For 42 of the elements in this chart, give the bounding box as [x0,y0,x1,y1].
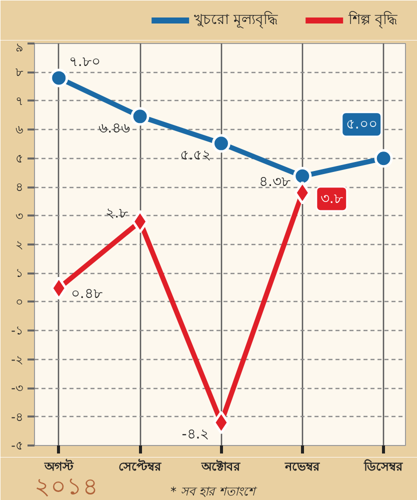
x-tick-label: নভেম্বর [284,460,320,474]
x-tick-label: অগস্ট [43,458,74,474]
y-tick-label: -৩ [11,381,24,396]
data-label: ০.৪৮ [70,286,102,302]
data-label: ৪.৩৮ [258,174,290,190]
point [293,166,312,186]
data-label: ৩.৮ [320,190,343,207]
y-tick-label: ১ [16,266,24,280]
data-label: ৫.০০ [346,116,378,132]
y-tick-label: -৫ [11,438,24,452]
legend-label: খুচরো মূল্যবৃদ্ধি [194,10,278,30]
x-tick-label: ডিসেম্বর [363,458,404,474]
point [50,276,68,300]
point [212,410,230,434]
point [212,134,230,153]
x-tick-label: অক্টোবর [200,458,241,474]
point [50,68,68,88]
data-label: -৪.২ [182,426,210,443]
y-tick-label: ৫ [16,151,24,166]
data-label: ২.৮ [106,206,128,222]
data-label: ৬.৪৬ [98,120,130,136]
y-tick-label: -১ [11,324,24,338]
y-tick-label: ৭ [16,94,24,108]
point [132,210,148,234]
y-tick-label: ০ [16,294,24,309]
point [294,181,311,205]
text: ২০১৪ [34,472,98,500]
y-tick-label: ৩ [16,208,24,223]
legend-label: শিল্প বৃদ্ধি [348,10,397,30]
data-label: ৭.৮০ [68,54,100,70]
data-label: ৫.৫২ [180,147,212,164]
y-tick-label: -৪ [11,410,24,424]
y-tick-label: ৯ [16,40,24,54]
y-tick-label: ৮ [16,65,24,80]
y-tick-label: ৪ [16,180,24,194]
y-tick-label: ২ [16,238,24,252]
text: * সব হার শতাংশে [170,484,258,498]
x-tick-label: সেপ্টেম্বর [118,458,162,474]
y-tick-label: ৬ [16,122,24,137]
point [130,107,150,126]
point [374,149,393,168]
y-tick-label: -২ [11,352,24,366]
